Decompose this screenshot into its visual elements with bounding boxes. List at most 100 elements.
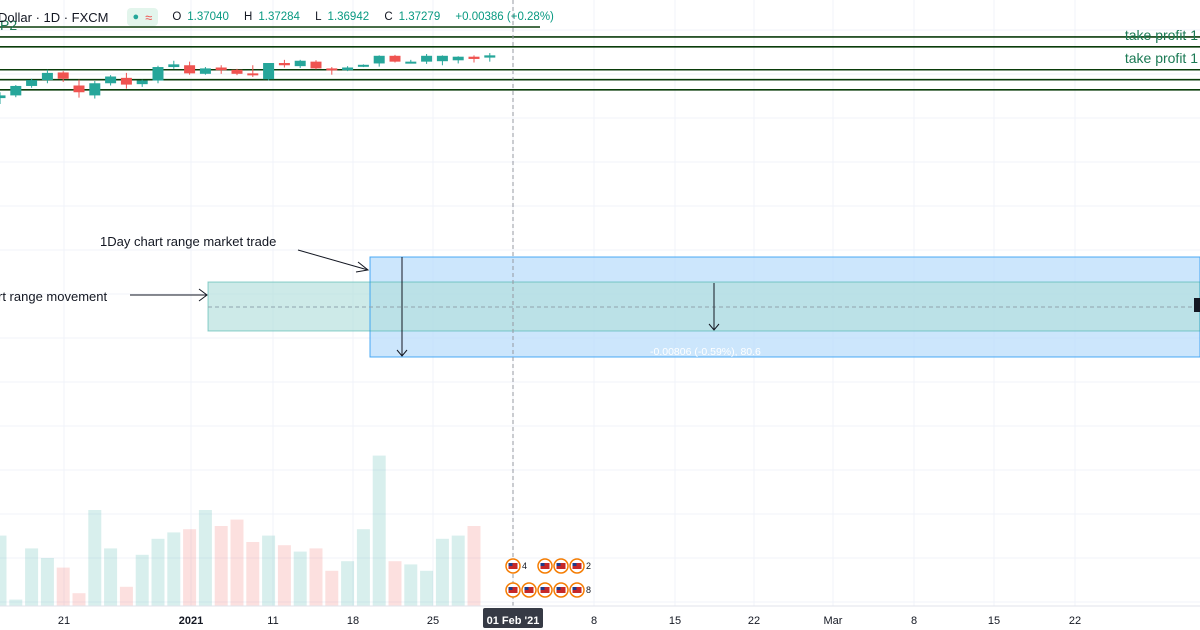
volume-bars — [0, 455, 481, 606]
volume-bar — [372, 455, 386, 606]
volume-bar — [183, 529, 197, 606]
candle-body — [231, 69, 243, 74]
candle-body — [294, 60, 306, 67]
volume-bar — [167, 532, 181, 606]
candle-body — [373, 55, 385, 64]
volume-bar — [467, 526, 481, 606]
svg-text:2: 2 — [586, 561, 591, 571]
volume-bar — [325, 570, 339, 606]
event-flag-icon[interactable]: 2 — [569, 558, 591, 574]
candle-body — [357, 64, 369, 67]
volume-bar — [451, 535, 465, 606]
volume-bar — [135, 554, 149, 606]
candle-body — [26, 80, 38, 86]
candle-body — [152, 67, 164, 81]
x-tick-label: 8 — [591, 615, 597, 627]
ohlc-readout: O 1.37040 H 1.37284 L 1.36942 C 1.37279 +0.0… — [172, 11, 566, 23]
range-1day-arrowhead — [396, 349, 408, 357]
volume-bar — [151, 538, 165, 606]
annotations: 1Day chart range market trade rt range m… — [0, 234, 1200, 358]
measure-label: -0.00806 (-0.59%), 80.6 — [650, 346, 761, 358]
candle-body — [247, 73, 259, 76]
candle-series — [0, 53, 496, 104]
volume-bar — [40, 558, 54, 606]
event-flag-icon[interactable]: 8 — [569, 582, 591, 598]
ohlc-close: C 1.37279 — [384, 11, 441, 23]
measure-arrowhead — [708, 323, 720, 331]
x-tick-label: 2021 — [179, 615, 203, 627]
candle-body — [278, 63, 290, 66]
candle-body — [89, 83, 101, 96]
volume-bar — [246, 542, 260, 606]
ohlc-low: L 1.36942 — [315, 11, 370, 23]
x-tick-label: 25 — [427, 615, 439, 627]
ohlc-open: O 1.37040 — [172, 11, 229, 23]
range-movement-label: rt range movement — [0, 289, 107, 304]
candle-body — [468, 56, 480, 59]
level-label: P2 — [0, 17, 17, 33]
volume-bar — [230, 519, 244, 606]
volume-bar — [198, 510, 212, 606]
candle-body — [326, 68, 338, 71]
volume-bar — [356, 529, 370, 606]
candle-body — [484, 55, 496, 58]
symbol-title[interactable]: Dollar · 1D · FXCM — [0, 9, 109, 25]
candle-body — [452, 56, 464, 61]
candle-body — [0, 95, 6, 99]
approx-icon: ≈ — [145, 9, 153, 25]
candle-body — [73, 85, 85, 93]
ohlc-change: +0.00386 (+0.28%) — [455, 11, 554, 23]
volume-bar — [420, 570, 434, 606]
x-tick-label: 21 — [58, 615, 70, 627]
date-cursor-badge — [483, 608, 543, 628]
chart-header: Dollar · 1D · FXCM ● ≈ O 1.37040 H 1.37284… — [0, 8, 566, 26]
candle-body — [310, 61, 322, 69]
price-axis-marker — [1194, 298, 1200, 312]
svg-text:4: 4 — [522, 561, 527, 571]
candle-body — [10, 85, 22, 96]
candle-body — [168, 64, 180, 68]
volume-bar — [88, 510, 102, 606]
status-badge[interactable]: ● ≈ — [126, 8, 159, 26]
volume-bar — [9, 599, 23, 606]
candle-body — [136, 80, 148, 85]
range-1day-label: 1Day chart range market trade — [100, 234, 276, 249]
candle-body — [215, 67, 227, 71]
volume-bar — [388, 561, 402, 606]
level-label: take profit 1 — [1125, 27, 1198, 43]
volume-bar — [262, 535, 276, 606]
position-box[interactable] — [207, 256, 1200, 358]
volume-bar — [341, 561, 355, 606]
horizontal-levels[interactable]: P2 take profit 1 take profit 1 — [0, 17, 1200, 91]
volume-bar — [435, 538, 449, 606]
candle-body — [436, 55, 448, 62]
x-tick-label: 18 — [347, 615, 359, 627]
candle-body — [199, 68, 211, 74]
candle-body — [105, 76, 117, 84]
x-tick-label: Mar — [824, 615, 843, 627]
candle-body — [342, 67, 354, 71]
economic-events[interactable]: 431021229118 — [505, 558, 591, 598]
candle-body — [421, 55, 433, 62]
range-1day-pointer-head — [355, 261, 370, 273]
x-tick-label: 22 — [1069, 615, 1081, 627]
candle-body — [263, 63, 275, 80]
ohlc-high: H 1.37284 — [244, 11, 300, 23]
volume-bar — [214, 526, 228, 606]
x-tick-label: 15 — [669, 615, 681, 627]
volume-bar — [293, 551, 307, 606]
volume-bar — [277, 545, 291, 606]
level-label: take profit 1 — [1125, 50, 1198, 66]
event-flag-icon[interactable]: 4 — [505, 558, 527, 574]
volume-bar — [25, 548, 39, 606]
candle-body — [184, 65, 196, 74]
x-tick-label: 22 — [748, 615, 760, 627]
volume-bar — [119, 586, 133, 606]
volume-bar — [309, 548, 323, 606]
volume-bar — [72, 593, 86, 606]
candle-body — [41, 72, 53, 81]
x-tick-label: 8 — [911, 615, 917, 627]
volume-bar — [56, 567, 70, 606]
volume-bar — [404, 564, 418, 606]
